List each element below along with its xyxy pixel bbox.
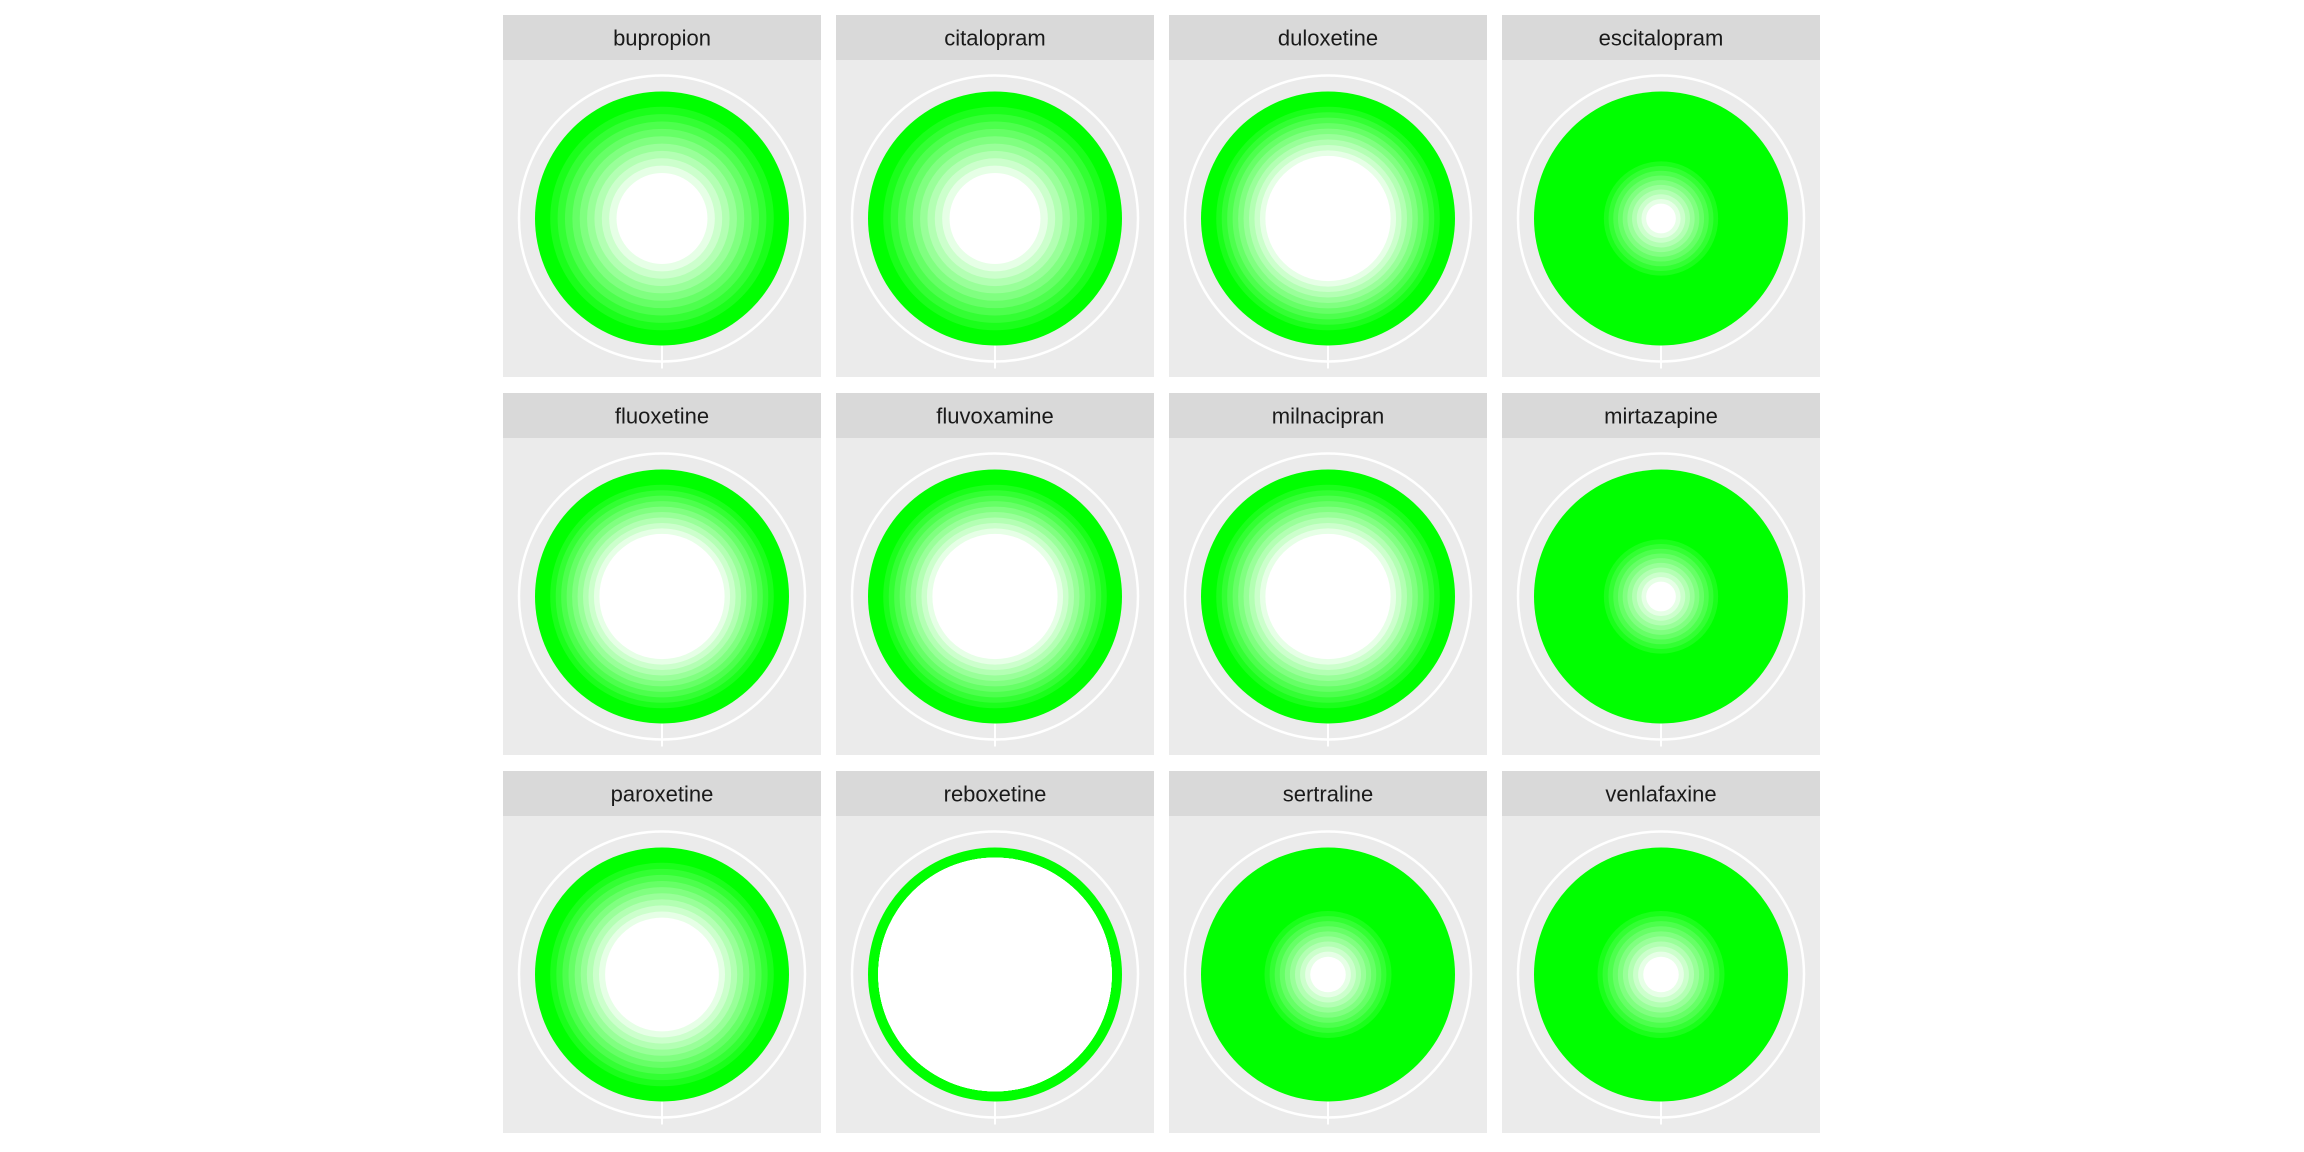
facet-panel-citalopram: citalopram [836, 15, 1154, 377]
facet-label: reboxetine [944, 782, 1047, 807]
facet-panel-bupropion: bupropion [503, 15, 821, 377]
disc-core [604, 539, 720, 654]
disc-core [1650, 586, 1672, 607]
disc-core [956, 180, 1034, 257]
facet-panel-paroxetine: paroxetine [503, 771, 821, 1133]
facet-strip [1502, 15, 1820, 60]
facet-panel-milnacipran: milnacipran [1169, 393, 1487, 755]
facet-strip [1169, 15, 1487, 60]
disc-core [1648, 961, 1674, 988]
facet-label: mirtazapine [1604, 404, 1718, 429]
disc-core [623, 180, 701, 257]
facet-panel-venlafaxine: venlafaxine [1502, 771, 1820, 1133]
facet-panel-fluvoxamine: fluvoxamine [836, 393, 1154, 755]
facet-panel-sertraline: sertraline [1169, 771, 1487, 1133]
disc-core [1270, 539, 1386, 654]
facet-label: bupropion [613, 26, 711, 51]
facet-strip [503, 771, 821, 816]
facet-label: paroxetine [611, 782, 714, 807]
disc-core [1315, 961, 1341, 988]
facet-strip [1502, 393, 1820, 438]
facet-label: fluoxetine [615, 404, 709, 429]
facet-label: sertraline [1283, 782, 1373, 807]
facet-label: milnacipran [1272, 404, 1385, 429]
disc-core [611, 923, 713, 1026]
facet-label: escitalopram [1599, 26, 1724, 51]
disc-core [1650, 208, 1672, 229]
facet-strip [1169, 771, 1487, 816]
facet-strip [1502, 771, 1820, 816]
facet-strip [836, 393, 1154, 438]
facet-label: fluvoxamine [936, 404, 1053, 429]
disc-core [1270, 161, 1386, 276]
facet-label: duloxetine [1278, 26, 1378, 51]
facet-panel-escitalopram: escitalopram [1502, 15, 1820, 377]
facet-strip [836, 15, 1154, 60]
disc-core [937, 539, 1053, 654]
facet-panel-duloxetine: duloxetine [1169, 15, 1487, 377]
facet-panel-mirtazapine: mirtazapine [1502, 393, 1820, 755]
facet-panel-reboxetine: reboxetine [836, 771, 1154, 1133]
facet-label: citalopram [944, 26, 1045, 51]
facet-panel-fluoxetine: fluoxetine [503, 393, 821, 755]
disc-core [878, 857, 1112, 1092]
facet-label: venlafaxine [1605, 782, 1716, 807]
facet-strip [1169, 393, 1487, 438]
facet-strip [503, 393, 821, 438]
facet-strip [836, 771, 1154, 816]
facet-strip [503, 15, 821, 60]
